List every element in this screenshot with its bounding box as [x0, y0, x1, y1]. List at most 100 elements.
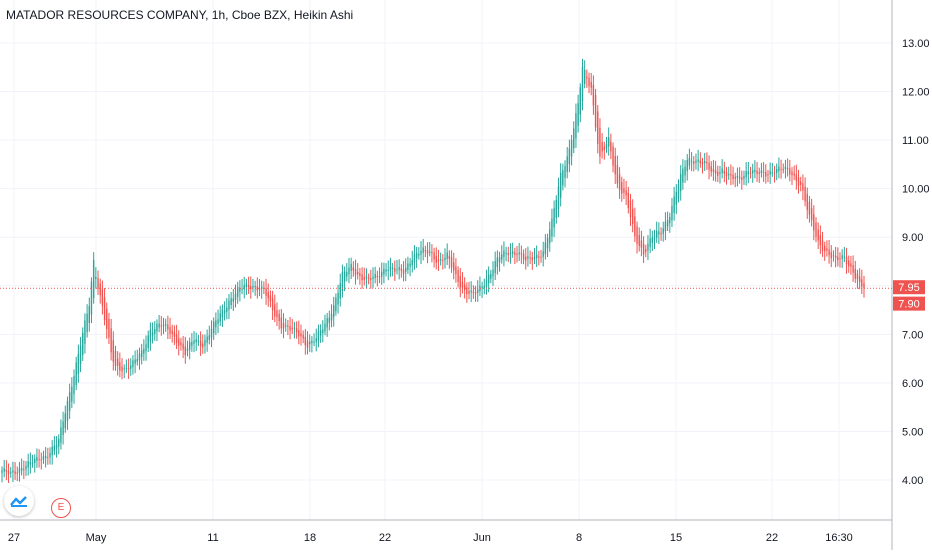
candle-body [47, 457, 49, 459]
candle-body [618, 174, 621, 190]
candle-body [501, 254, 503, 260]
candle-body [125, 367, 128, 369]
candle-body [108, 318, 110, 338]
candle-body [804, 186, 806, 202]
candle-body [396, 269, 398, 271]
x-tick-label: 22 [766, 532, 778, 544]
candle-body [463, 284, 466, 291]
candle-body [317, 331, 320, 341]
earnings-marker-icon[interactable]: E [51, 498, 71, 518]
candle-body [730, 174, 732, 176]
candle-body [721, 168, 723, 174]
candle-body [267, 292, 269, 299]
candle-body [274, 304, 276, 317]
candle-body [381, 271, 383, 277]
candle-body [802, 183, 804, 191]
candle-body [559, 172, 562, 198]
candle-body [346, 271, 348, 277]
candle-body [374, 273, 376, 279]
x-tick-label: 11 [207, 532, 218, 544]
candle-body [784, 166, 787, 170]
candle-body [586, 76, 588, 79]
candle-body [433, 252, 435, 260]
candle-body [68, 392, 71, 411]
candle-body [817, 229, 819, 241]
candle-body [786, 167, 789, 169]
candle-body [226, 307, 228, 312]
candle-body [378, 276, 381, 278]
candle-body [773, 172, 776, 174]
candle-body [522, 253, 525, 260]
candle-body [474, 292, 477, 294]
candle-body [758, 172, 760, 174]
candle-body [712, 168, 715, 172]
x-tick-label: 8 [576, 532, 582, 544]
price-label: 7.95 [898, 282, 919, 294]
candle-body [160, 325, 163, 327]
candle-body [36, 456, 38, 461]
candle-body [653, 235, 656, 241]
candle-body [60, 427, 62, 443]
candle-body [494, 261, 496, 273]
candle-body [597, 111, 599, 145]
candle-body [854, 268, 856, 279]
candle-body [352, 267, 355, 271]
candle-body [749, 172, 752, 174]
candle-body [461, 281, 464, 288]
candle-body [834, 255, 837, 258]
candle-body [732, 174, 734, 179]
candle-body [826, 248, 828, 251]
y-tick-label: 7.00 [902, 329, 923, 341]
candle-body [208, 335, 211, 340]
candle-body [326, 318, 328, 328]
candle-body [588, 77, 590, 87]
candle-body [400, 268, 403, 271]
candle-body [175, 334, 178, 344]
candle-body [679, 173, 682, 192]
candle-body [848, 260, 850, 267]
candle-body [313, 341, 315, 343]
tradingview-logo[interactable] [4, 486, 34, 516]
candle-body [363, 277, 365, 280]
candle-body [507, 253, 509, 256]
candle-body [71, 386, 73, 402]
candle-body [824, 245, 826, 252]
candle-body [101, 289, 104, 306]
candle-body [121, 366, 123, 372]
candle-body [424, 250, 427, 252]
candle-body [701, 161, 704, 165]
candle-body [688, 157, 691, 166]
candle-body [741, 177, 743, 181]
candle-body [590, 81, 592, 88]
candle-body [601, 142, 603, 152]
price-label-box [893, 296, 925, 311]
candle-body [439, 259, 442, 261]
candle-body [409, 263, 411, 267]
candle-body [34, 458, 36, 464]
candle-body [690, 161, 693, 163]
candle-body [527, 256, 529, 259]
candle-body [426, 250, 429, 254]
candle-body [58, 438, 60, 447]
candle-body [555, 199, 558, 218]
candle-body [10, 472, 12, 474]
candle-body [357, 272, 359, 275]
candle-body [448, 255, 451, 260]
candle-body [136, 359, 139, 362]
candle-body [167, 324, 169, 330]
candle-body [780, 168, 782, 170]
candle-body [516, 253, 518, 255]
price-label-box [893, 280, 925, 295]
candle-body [138, 353, 141, 361]
candle-body [520, 253, 523, 255]
candle-body [422, 247, 424, 253]
candle-body [546, 238, 549, 249]
candle-body [813, 214, 815, 231]
candle-body [343, 271, 346, 282]
candle-body [808, 202, 811, 215]
candle-body [496, 257, 499, 268]
candle-body [16, 472, 18, 474]
candle-body [3, 468, 5, 472]
